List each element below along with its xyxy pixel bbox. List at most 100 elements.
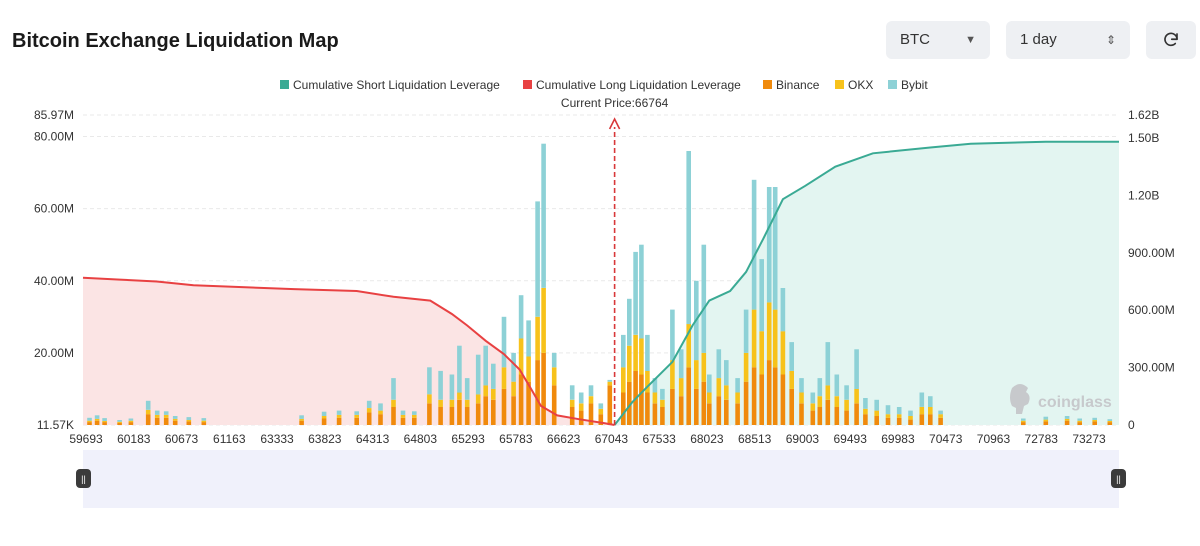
legend-label[interactable]: Cumulative Short Liquidation Leverage [293, 78, 500, 92]
bar-binance [724, 399, 729, 425]
bar-bybit [678, 349, 684, 379]
bar-okx [780, 331, 786, 375]
page-title: Bitcoin Exchange Liquidation Map [12, 30, 339, 52]
bar-binance [491, 399, 496, 425]
bar-bybit [825, 342, 831, 386]
bar-okx [670, 360, 675, 389]
coin-select-value: BTC [900, 31, 930, 48]
bar-okx [660, 399, 665, 407]
slider-track[interactable] [83, 450, 1119, 508]
bar-bybit [526, 320, 531, 357]
bar-bybit [772, 187, 778, 310]
bar-okx [751, 309, 757, 368]
bar-binance [1077, 422, 1082, 425]
y-right-tick: 1.50B [1128, 131, 1159, 145]
bar-bybit [457, 345, 462, 393]
bar-okx [400, 414, 406, 418]
slider-handle-right[interactable] [1111, 469, 1126, 488]
bar-okx [449, 399, 455, 407]
bar-okx [789, 370, 794, 389]
refresh-button[interactable] [1146, 21, 1196, 59]
bar-binance [863, 414, 868, 425]
bar-bybit [766, 187, 772, 303]
bar-binance [535, 360, 540, 425]
bar-binance [378, 414, 383, 425]
bar-bybit [938, 410, 943, 415]
x-tick: 59693 [69, 432, 103, 446]
bar-okx [1107, 421, 1113, 423]
bar-okx [1043, 419, 1049, 422]
coin-select[interactable]: BTC ▼ [886, 21, 990, 59]
range-select-value: 1 day [1020, 31, 1057, 48]
bar-okx [588, 396, 594, 404]
bar-binance [511, 396, 516, 425]
y-right-tick: 1.62B [1128, 108, 1159, 122]
bar-okx [378, 410, 383, 415]
bar-bybit [919, 392, 925, 407]
bar-bybit [652, 378, 658, 393]
bar-binance [896, 417, 902, 425]
legend-label[interactable]: Binance [776, 78, 820, 92]
bar-okx [172, 418, 178, 421]
bar-binance [321, 418, 327, 425]
refresh-icon [1164, 32, 1178, 47]
bar-binance [670, 388, 675, 425]
bar-okx [919, 407, 925, 415]
bar-bybit [535, 201, 540, 317]
bar-bybit [578, 392, 584, 404]
bar-binance [874, 416, 879, 425]
bar-okx [678, 378, 684, 397]
bar-bybit [128, 418, 134, 421]
bar-okx [511, 381, 516, 397]
legend-label[interactable]: Bybit [901, 78, 928, 92]
x-tick: 69003 [786, 432, 820, 446]
legend-label[interactable]: OKX [848, 78, 873, 92]
bar-bybit [412, 411, 417, 415]
bar-binance [694, 388, 699, 425]
bar-okx [766, 302, 772, 361]
bar-binance [569, 407, 575, 425]
bar-bybit [117, 420, 122, 422]
bar-binance [772, 367, 778, 425]
bar-bybit [321, 411, 327, 416]
slider-handle-left[interactable] [76, 469, 91, 488]
bar-bybit [724, 360, 729, 386]
bar-binance [1107, 422, 1113, 425]
long-line [82, 276, 615, 426]
bar-okx [518, 338, 524, 375]
bar-okx [1064, 418, 1070, 421]
bar-binance [163, 417, 169, 425]
bar-bybit [94, 415, 100, 419]
bar-bybit [163, 411, 169, 415]
x-tick: 68023 [690, 432, 724, 446]
y-right-tick: 600.00M [1128, 303, 1175, 317]
bar-bybit [102, 418, 107, 421]
bar-okx [686, 324, 691, 368]
bar-binance [501, 388, 507, 425]
bar-bybit [645, 334, 650, 371]
bar-binance [908, 419, 913, 425]
bar-binance [686, 367, 691, 425]
cumulative-areas [83, 141, 1119, 426]
range-select[interactable]: 1 day ⇕ [1006, 21, 1130, 59]
legend-swatch [888, 80, 897, 89]
legend-label[interactable]: Cumulative Long Liquidation Leverage [536, 78, 741, 92]
x-tick: 69983 [881, 432, 915, 446]
bar-okx [863, 408, 868, 415]
x-tick: 61163 [213, 432, 246, 446]
grip-icon: || [81, 474, 86, 484]
x-tick: 65783 [499, 432, 533, 446]
bar-okx [366, 408, 372, 413]
range-slider[interactable]: || || [76, 450, 1126, 508]
bar-binance [438, 407, 443, 425]
y-axis-left: 11.57K 20.00M 40.00M 60.00M 80.00M 85.97M [34, 108, 74, 432]
bar-binance [834, 407, 840, 425]
bar-bybit [874, 399, 879, 411]
bar-okx [154, 414, 160, 418]
y-left-tick: 20.00M [34, 346, 74, 360]
bar-binance [1064, 420, 1070, 425]
x-tick: 69493 [834, 432, 868, 446]
bar-binance [621, 392, 626, 425]
bar-okx [799, 392, 804, 404]
liquidation-chart: Cumulative Short Liquidation Leverage Cum… [34, 78, 1175, 508]
